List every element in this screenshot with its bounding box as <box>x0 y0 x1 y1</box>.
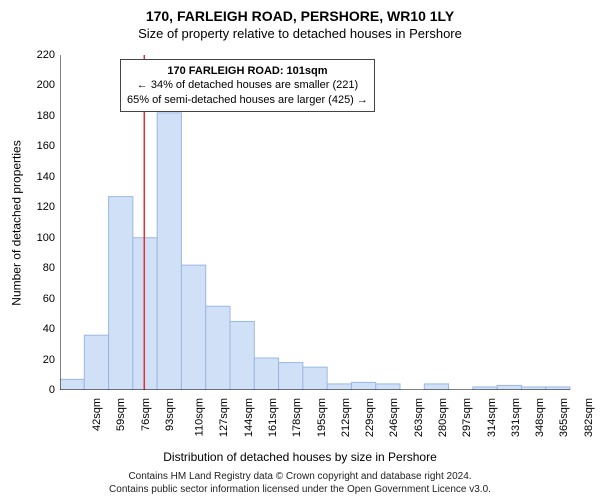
x-tick-label: 144sqm <box>243 398 255 437</box>
y-axis-label: Number of detached properties <box>10 55 24 390</box>
chart-title: 170, FARLEIGH ROAD, PERSHORE, WR10 1LY <box>0 0 600 24</box>
y-tick-label: 140 <box>37 171 55 183</box>
annotation-smaller: ← 34% of detached houses are smaller (22… <box>127 78 368 92</box>
x-tick-label: 382sqm <box>583 398 595 437</box>
footer-line-2: Contains public sector information licen… <box>0 484 600 497</box>
y-tick-label: 100 <box>37 232 55 244</box>
x-tick-label: 365sqm <box>559 398 571 437</box>
x-tick-label: 178sqm <box>291 398 303 437</box>
attribution-footer: Contains HM Land Registry data © Crown c… <box>0 471 600 496</box>
y-tick-label: 0 <box>49 384 55 396</box>
x-tick-label: 195sqm <box>316 398 328 437</box>
x-tick-label: 246sqm <box>389 398 401 437</box>
x-tick-label: 127sqm <box>219 398 231 437</box>
x-tick-label: 331sqm <box>510 398 522 437</box>
y-tick-label: 80 <box>43 262 55 274</box>
chart-subtitle: Size of property relative to detached ho… <box>0 24 600 41</box>
property-annotation: 170 FARLEIGH ROAD: 101sqm← 34% of detach… <box>120 59 375 112</box>
x-tick-label: 229sqm <box>364 398 376 437</box>
x-tick-label: 314sqm <box>486 398 498 437</box>
x-tick-label: 212sqm <box>340 398 352 437</box>
y-tick-label: 220 <box>37 49 55 61</box>
y-tick-label: 40 <box>43 323 55 335</box>
x-axis-label: Distribution of detached houses by size … <box>0 450 600 464</box>
chart-area: 02040608010012014016018020022042sqm59sqm… <box>60 55 575 390</box>
y-tick-label: 20 <box>43 354 55 366</box>
x-tick-label: 280sqm <box>437 398 449 437</box>
y-tick-label: 200 <box>37 79 55 91</box>
chart-container: 170, FARLEIGH ROAD, PERSHORE, WR10 1LY S… <box>0 0 600 500</box>
y-tick-label: 60 <box>43 293 55 305</box>
y-tick-label: 160 <box>37 140 55 152</box>
x-tick-label: 161sqm <box>267 398 279 437</box>
x-tick-label: 76sqm <box>140 398 152 431</box>
x-tick-label: 59sqm <box>115 398 127 431</box>
x-tick-label: 110sqm <box>193 398 205 436</box>
x-tick-label: 348sqm <box>534 398 546 437</box>
y-tick-label: 120 <box>37 201 55 213</box>
annotation-larger: 65% of semi-detached houses are larger (… <box>127 93 368 107</box>
x-tick-label: 93sqm <box>164 398 176 431</box>
x-tick-label: 42sqm <box>91 398 103 431</box>
y-tick-label: 180 <box>37 110 55 122</box>
annotation-title: 170 FARLEIGH ROAD: 101sqm <box>127 64 368 78</box>
footer-line-1: Contains HM Land Registry data © Crown c… <box>0 471 600 484</box>
x-tick-label: 263sqm <box>413 398 425 437</box>
x-tick-label: 297sqm <box>461 398 473 437</box>
